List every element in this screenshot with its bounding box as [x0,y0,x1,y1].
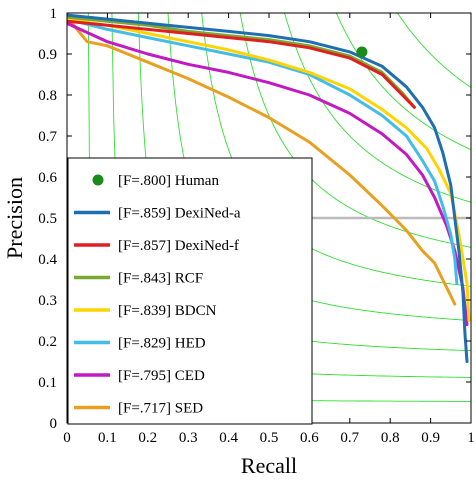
y-tick-label: 0 [50,416,58,432]
human-point [356,46,368,58]
y-tick-label: 0.8 [38,88,57,104]
iso-f-curve [397,13,471,88]
series-line [67,19,416,109]
legend-label: [F=.800] Human [118,173,219,189]
x-tick-label: 0.2 [138,430,157,446]
x-tick-label: 1 [467,430,475,446]
x-tick-label: 0.6 [300,430,319,446]
y-axis-label: Precision [2,177,27,259]
legend-label: [F=.717] SED [118,401,203,417]
y-tick-label: 0.3 [38,293,57,309]
legend-label: [F=.829] HED [118,336,206,352]
series-line [67,15,457,306]
x-axis-label: Recall [241,453,297,478]
legend-box [67,157,313,425]
legend-marker [92,174,104,186]
human-layer [356,46,368,58]
x-tick-label: 0.9 [421,430,440,446]
y-tick-label: 0.1 [38,375,57,391]
x-tick-label: 0.4 [219,430,238,446]
legend: [F=.800] Human [F=.859] DexiNed-a [F=.857]… [67,157,313,425]
y-tick-label: 0.2 [38,334,57,350]
y-tick-label: 0.6 [38,170,57,186]
iso-f-curve [239,13,471,248]
x-tick-label: 0.7 [340,430,359,446]
axis-ticks: 0 0.1 0.2 0.3 0.4 0.5 0.6 0.7 0.8 0.9 1 0 0.1 0.2 0.3 0… [38,6,475,446]
iso-f-curve [284,13,471,203]
x-tick-label: 0.3 [179,430,198,446]
legend-label: [F=.843] RCF [118,271,203,287]
x-tick-label: 0.5 [260,430,279,446]
y-tick-label: 0.7 [38,129,57,145]
y-tick-label: 0.5 [38,211,57,227]
series-line [67,13,469,363]
x-tick-label: 0.8 [381,430,400,446]
series-line [67,17,459,286]
y-tick-label: 0.9 [38,47,57,63]
legend-label: [F=.839] BDCN [118,303,217,319]
legend-label: [F=.857] DexiNed-f [118,238,239,254]
series-layer [67,13,471,363]
legend-label: [F=.859] DexiNed-a [118,206,241,222]
x-tick-label: 0 [63,430,71,446]
legend-label: [F=.795] CED [118,368,205,384]
x-tick-label: 0.1 [98,430,117,446]
y-tick-label: 0.4 [38,252,57,268]
y-tick-label: 1 [50,6,58,22]
